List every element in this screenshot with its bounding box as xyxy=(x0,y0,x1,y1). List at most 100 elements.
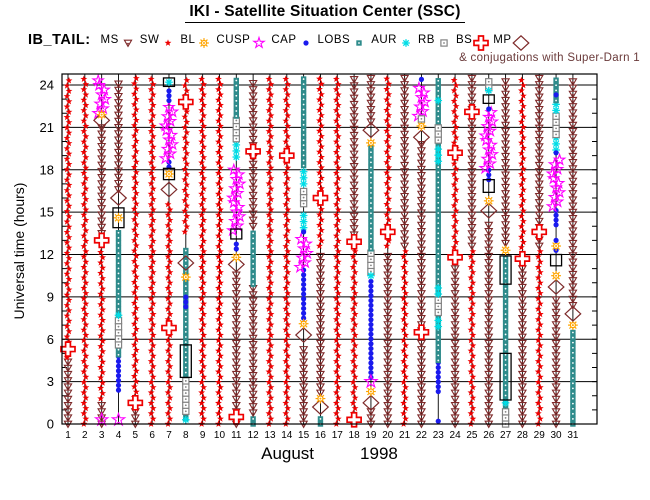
legend-label-aur: AUR xyxy=(371,34,397,46)
sw-symbol-icon xyxy=(164,39,172,46)
day-column-25 xyxy=(464,74,480,427)
day-column-7 xyxy=(158,77,180,427)
grid xyxy=(62,74,597,425)
svg-text:25: 25 xyxy=(466,430,478,441)
x-tick-labels: 1 2 3 4 5 6 7 8 9 10 11 12 13 14 15 16 17 18 19 20 21 22 23 24 2… xyxy=(65,430,579,441)
legend-note: & conjugations with Super-Darn 1 xyxy=(459,52,640,64)
legend-label-bs: BS xyxy=(455,34,473,46)
legend-item-bs: BS xyxy=(456,29,490,51)
svg-text:1: 1 xyxy=(65,430,71,441)
legend-label-rb: RB xyxy=(417,34,435,46)
legend-item-cap: CAP xyxy=(271,29,314,51)
day-column-1 xyxy=(60,77,76,429)
svg-text:12: 12 xyxy=(248,430,260,441)
svg-text:3: 3 xyxy=(99,430,105,441)
legend-item-sw: SW xyxy=(140,29,178,51)
bs-symbol-icon xyxy=(473,35,490,51)
legend-item-rb: RB xyxy=(418,29,453,51)
rb-symbol-icon xyxy=(440,39,448,47)
legend-item-mp: MP xyxy=(493,29,530,51)
ms-symbol-icon xyxy=(123,39,133,48)
svg-text:9: 9 xyxy=(200,430,206,441)
svg-text:31: 31 xyxy=(567,430,579,441)
svg-text:27: 27 xyxy=(500,430,512,441)
day-column-20 xyxy=(379,75,396,429)
aur-symbol-icon xyxy=(402,39,410,47)
cap-symbol-icon xyxy=(302,40,309,46)
svg-text:11: 11 xyxy=(231,430,242,441)
day-column-9 xyxy=(198,75,208,427)
svg-text:10: 10 xyxy=(214,430,226,441)
day-column-17 xyxy=(332,75,342,427)
plot-title: IKI - Satellite Situation Center (SSC) xyxy=(185,3,465,23)
svg-text:2: 2 xyxy=(82,430,88,441)
legend: IB_TAIL: MS SW BL CUSP CAP LOBS AUR RB BS MP xyxy=(28,29,533,51)
svg-text:20: 20 xyxy=(382,430,394,441)
day-column-13 xyxy=(265,75,275,427)
svg-text:22: 22 xyxy=(416,430,428,441)
svg-text:19: 19 xyxy=(365,430,377,441)
cusp-symbol-icon xyxy=(252,35,267,49)
svg-text:15: 15 xyxy=(298,430,310,441)
minor-ticks xyxy=(62,84,597,411)
legend-item-lobs: LOBS xyxy=(318,29,369,51)
day-column-26 xyxy=(478,78,500,429)
svg-text:8: 8 xyxy=(183,430,189,441)
svg-text:6: 6 xyxy=(149,430,155,441)
svg-text:15: 15 xyxy=(40,205,54,220)
day-column-11 xyxy=(225,77,247,429)
y-tick-labels: 0 3 6 9 12 15 18 21 24 xyxy=(40,78,54,432)
svg-text:13: 13 xyxy=(264,430,276,441)
day-column-8 xyxy=(177,76,195,424)
day-column-31 xyxy=(564,78,582,427)
svg-text:21: 21 xyxy=(40,120,54,135)
svg-text:18: 18 xyxy=(349,430,361,441)
plot-frame xyxy=(61,73,598,425)
legend-item-bl: BL xyxy=(180,29,213,51)
day-column-29 xyxy=(531,74,548,427)
legend-item-cusp: CUSP xyxy=(216,29,268,51)
day-column-16 xyxy=(311,75,330,427)
svg-text:26: 26 xyxy=(483,430,495,441)
svg-text:28: 28 xyxy=(517,430,529,441)
day-column-22 xyxy=(410,76,432,429)
svg-text:12: 12 xyxy=(40,247,54,262)
legend-label-sw: SW xyxy=(139,34,160,46)
day-column-23 xyxy=(434,78,443,424)
svg-text:23: 23 xyxy=(433,430,445,441)
svg-text:7: 7 xyxy=(166,430,172,441)
day-column-19 xyxy=(362,74,380,429)
svg-text:9: 9 xyxy=(47,289,54,304)
mp-symbol-icon xyxy=(511,35,530,51)
legend-label-cusp: CUSP xyxy=(216,34,251,46)
svg-text:21: 21 xyxy=(399,430,411,441)
page-title: IKI - Satellite Situation Center (SSC) xyxy=(0,3,650,23)
x-axis-title: August 1998 xyxy=(62,444,597,464)
legend-label-ms: MS xyxy=(100,34,119,46)
legend-items: MS SW BL CUSP CAP LOBS AUR RB BS MP xyxy=(101,29,533,51)
svg-text:14: 14 xyxy=(281,430,293,441)
day-column-18 xyxy=(346,76,362,428)
legend-item-aur: AUR xyxy=(371,29,415,51)
day-column-2 xyxy=(80,75,90,427)
svg-text:0: 0 xyxy=(47,417,54,432)
day-column-27 xyxy=(499,78,512,428)
bl-symbol-icon xyxy=(199,38,210,48)
svg-text:3: 3 xyxy=(47,374,54,389)
day-column-30 xyxy=(545,77,567,429)
legend-label-mp: MP xyxy=(493,34,512,46)
svg-text:17: 17 xyxy=(332,430,344,441)
x-axis-year: 1998 xyxy=(360,444,398,463)
day-column-10 xyxy=(215,75,224,427)
svg-text:24: 24 xyxy=(450,430,462,441)
lobs-symbol-icon xyxy=(356,40,362,46)
day-column-6 xyxy=(147,75,157,427)
day-column-4 xyxy=(109,80,128,427)
legend-label-lobs: LOBS xyxy=(317,34,351,46)
svg-text:18: 18 xyxy=(40,162,54,177)
svg-text:16: 16 xyxy=(315,430,327,441)
legend-label-cap: CAP xyxy=(271,34,297,46)
svg-text:29: 29 xyxy=(534,430,546,441)
